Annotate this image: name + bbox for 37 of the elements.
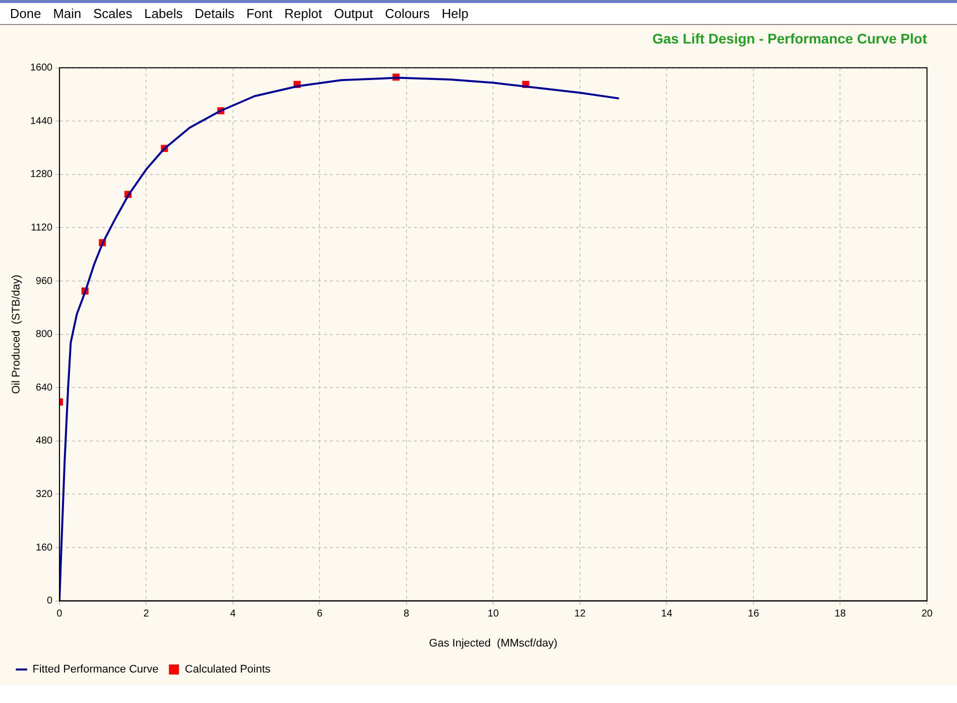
y-tick-label: 960: [36, 276, 53, 287]
x-tick-label: 20: [921, 608, 933, 620]
text: Help: [442, 6, 469, 21]
y-axis-title: Oil Produced (STB/day): [10, 274, 23, 394]
y-tick-label: 1440: [30, 116, 53, 127]
y-tick-label: 480: [36, 436, 53, 447]
text: Details: [194, 6, 234, 21]
x-tick-label: 10: [488, 608, 500, 620]
y-tick-label: 0: [46, 596, 53, 607]
text: Done: [10, 6, 42, 21]
y-tick-label: 1280: [30, 169, 53, 180]
y-tick-label: 160: [36, 542, 53, 554]
legend-label: Calculated Points: [184, 664, 272, 676]
x-axis-title: Gas Injected (MMscf/day): [429, 637, 558, 650]
x-tick-label: 12: [574, 608, 586, 620]
x-tick-label: 16: [748, 608, 760, 620]
text: Output: [334, 6, 373, 21]
chart-title: Gas Lift Design - Performance Curve Plot: [652, 30, 928, 46]
x-tick-label: 6: [316, 608, 323, 620]
x-tick-label: 8: [404, 608, 410, 620]
legend-label: Fitted Performance Curve: [32, 664, 158, 676]
y-tick-label: 1600: [30, 62, 53, 74]
text: Scales: [93, 6, 132, 21]
text: Labels: [144, 6, 183, 21]
x-tick-label: 14: [661, 608, 673, 620]
text: Replot: [284, 6, 322, 21]
y-tick-label: 320: [36, 488, 53, 500]
y-tick-label: 640: [36, 382, 53, 394]
y-tick-label: 1120: [30, 222, 53, 234]
text: Colours: [384, 6, 430, 21]
x-tick-label: 18: [834, 608, 846, 620]
x-tick-label: 4: [230, 608, 236, 620]
text: Main: [53, 6, 82, 21]
x-tick-label: 2: [143, 608, 150, 620]
y-tick-label: 800: [36, 329, 53, 340]
text: Font: [246, 6, 272, 21]
x-tick-label: 0: [56, 608, 63, 620]
